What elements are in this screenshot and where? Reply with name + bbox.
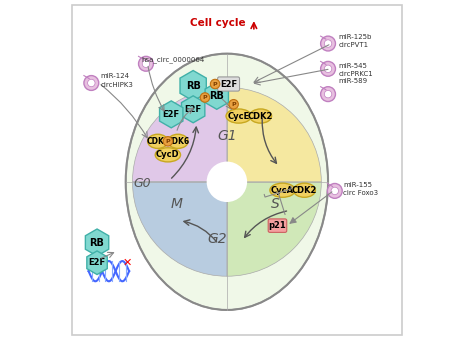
Circle shape xyxy=(210,79,220,89)
Polygon shape xyxy=(160,101,183,128)
Circle shape xyxy=(320,87,336,102)
Text: M: M xyxy=(170,197,182,211)
Text: CDK4: CDK4 xyxy=(146,137,169,146)
Text: E2F: E2F xyxy=(220,80,237,88)
Text: P: P xyxy=(165,139,170,144)
Polygon shape xyxy=(85,229,109,256)
Wedge shape xyxy=(227,87,321,182)
Text: hsa_circ_0000064: hsa_circ_0000064 xyxy=(141,56,204,63)
Text: P: P xyxy=(231,102,236,107)
FancyBboxPatch shape xyxy=(218,77,239,91)
Text: E2F: E2F xyxy=(163,110,180,119)
Text: RB: RB xyxy=(90,238,104,248)
Text: circHIPK3: circHIPK3 xyxy=(100,82,133,88)
Text: miR-589: miR-589 xyxy=(338,78,367,84)
Text: CycE: CycE xyxy=(228,112,250,121)
Text: miR-545: miR-545 xyxy=(338,63,367,69)
Text: G2: G2 xyxy=(207,232,227,246)
Text: G1: G1 xyxy=(217,129,237,143)
Text: E2F: E2F xyxy=(184,105,202,114)
Circle shape xyxy=(229,100,238,109)
Ellipse shape xyxy=(126,54,328,310)
Circle shape xyxy=(328,184,342,198)
Circle shape xyxy=(88,79,95,87)
Wedge shape xyxy=(132,182,227,276)
Circle shape xyxy=(324,40,332,47)
Polygon shape xyxy=(180,70,206,101)
FancyBboxPatch shape xyxy=(72,5,402,335)
Ellipse shape xyxy=(270,183,295,197)
Text: circ Foxo3: circ Foxo3 xyxy=(343,190,378,196)
Text: miR-125b: miR-125b xyxy=(338,34,372,40)
Ellipse shape xyxy=(226,109,251,123)
Wedge shape xyxy=(132,87,227,182)
Polygon shape xyxy=(87,251,107,274)
Ellipse shape xyxy=(155,148,181,162)
FancyBboxPatch shape xyxy=(268,219,287,232)
Text: CycA: CycA xyxy=(271,186,294,195)
Circle shape xyxy=(320,36,336,51)
Circle shape xyxy=(163,137,173,146)
Polygon shape xyxy=(205,82,228,109)
Circle shape xyxy=(324,65,332,72)
Text: P: P xyxy=(213,82,218,86)
Text: CycD: CycD xyxy=(156,150,180,159)
Text: RB: RB xyxy=(210,91,224,101)
Text: circPRKC1: circPRKC1 xyxy=(338,71,373,76)
Circle shape xyxy=(84,75,99,90)
Ellipse shape xyxy=(168,134,188,149)
Text: p21: p21 xyxy=(269,221,286,230)
Polygon shape xyxy=(182,96,205,123)
Ellipse shape xyxy=(250,109,272,123)
Text: CDK6: CDK6 xyxy=(166,137,190,146)
Text: circPVT1: circPVT1 xyxy=(338,41,368,48)
Circle shape xyxy=(324,90,332,98)
Text: E2F: E2F xyxy=(89,258,106,267)
Text: CDK2: CDK2 xyxy=(292,186,317,195)
Wedge shape xyxy=(227,182,321,276)
Text: G0: G0 xyxy=(134,177,151,190)
Circle shape xyxy=(331,187,338,194)
Circle shape xyxy=(320,62,336,76)
Circle shape xyxy=(200,93,210,102)
Text: RB: RB xyxy=(186,81,201,91)
Text: Cell cycle: Cell cycle xyxy=(190,18,249,28)
Ellipse shape xyxy=(207,162,247,202)
Text: CDK2: CDK2 xyxy=(248,112,273,121)
Text: P: P xyxy=(203,95,207,100)
Circle shape xyxy=(138,56,154,71)
Circle shape xyxy=(142,60,150,67)
Ellipse shape xyxy=(147,134,168,149)
Text: ✕: ✕ xyxy=(123,258,132,268)
Ellipse shape xyxy=(293,183,315,197)
Text: miR-155: miR-155 xyxy=(343,182,372,188)
Text: miR-124: miR-124 xyxy=(100,73,129,79)
Text: S: S xyxy=(272,197,280,211)
